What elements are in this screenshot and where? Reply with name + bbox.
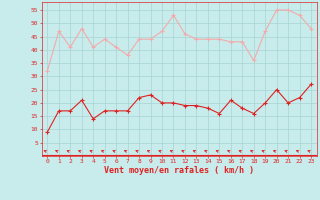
X-axis label: Vent moyen/en rafales ( km/h ): Vent moyen/en rafales ( km/h ) — [104, 166, 254, 175]
